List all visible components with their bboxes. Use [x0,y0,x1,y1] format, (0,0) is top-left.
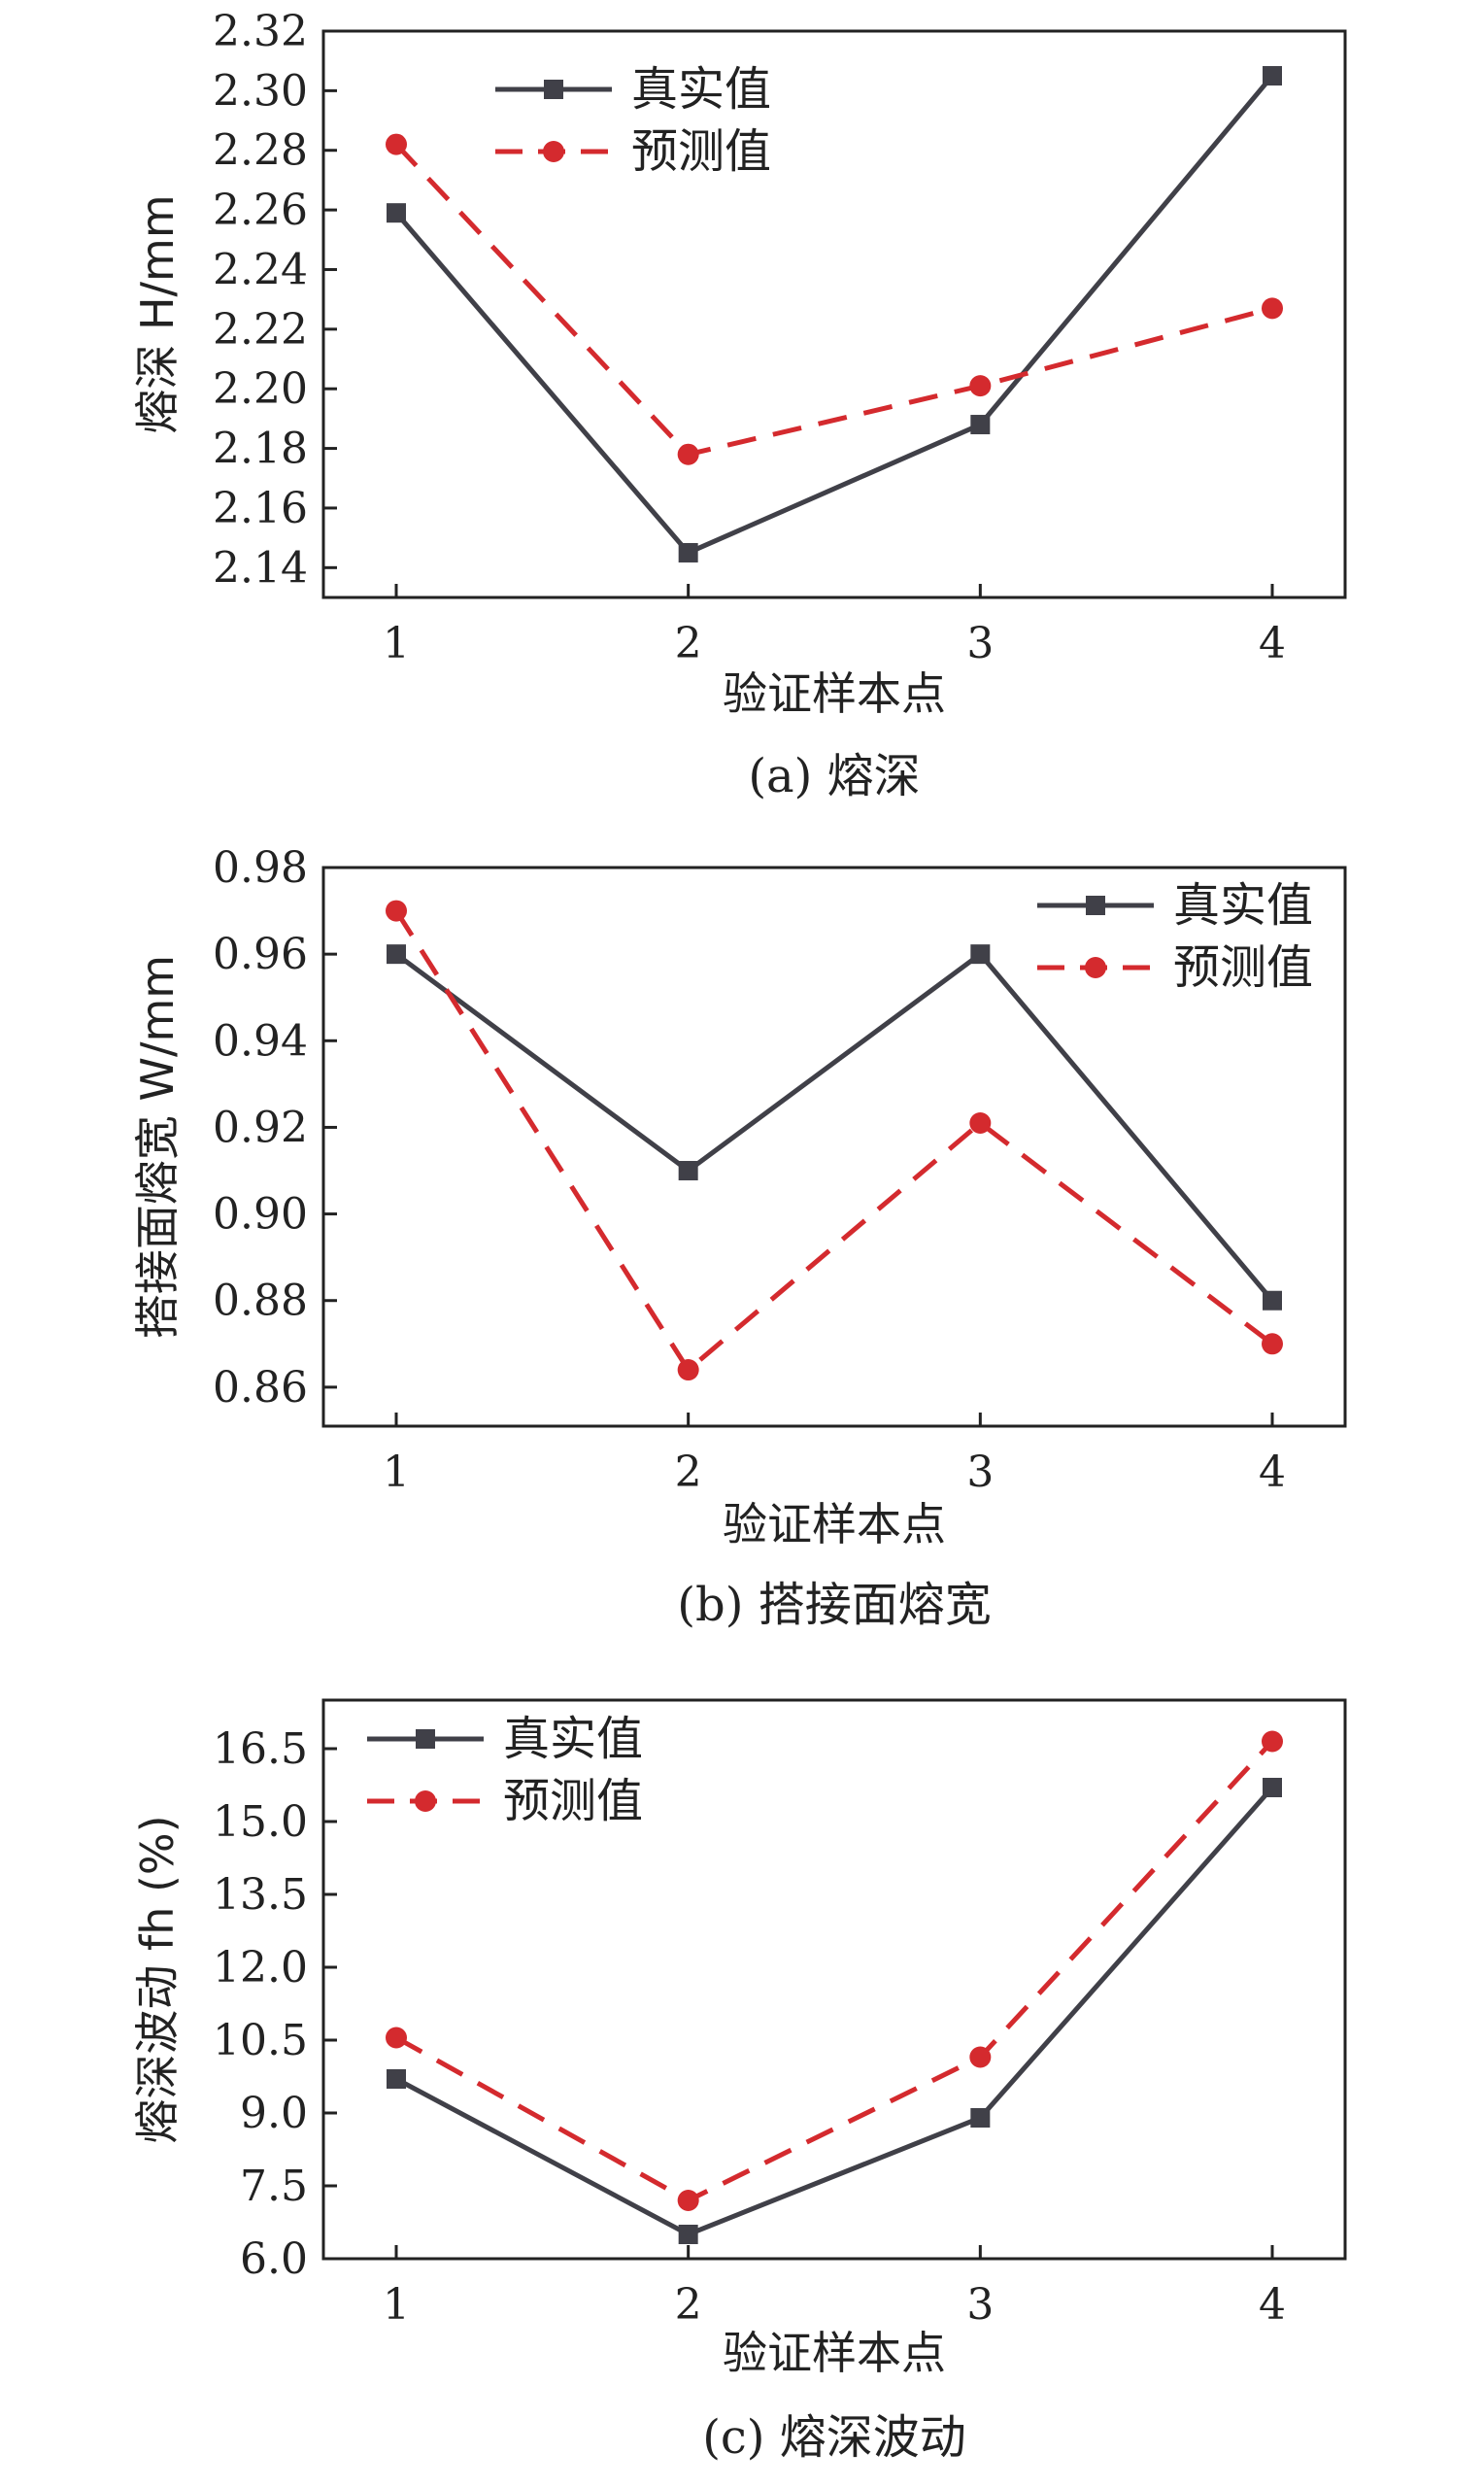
data-point-circle [969,2046,992,2068]
data-point-circle [1262,1333,1283,1355]
y-tick-label: 2.28 [213,126,308,176]
y-axis-title: 搭接面熔宽 W/mm [131,955,184,1339]
chart-panel-2: 0.860.880.900.920.940.960.981 2 3 4真实值预测值搭接… [131,843,1347,1632]
series-line-actual [394,950,1274,1303]
y-tick-label: 15.0 [213,1797,308,1847]
y-tick-label: 2.30 [213,66,308,116]
legend-marker-circle [543,141,564,162]
x-axis-title: 验证样本点 [723,1498,946,1550]
legend-label: 真实值 [503,1712,643,1766]
data-point-square [1263,1290,1282,1311]
y-tick-label: 13.5 [213,1870,308,1920]
y-tick-label: 2.22 [213,305,308,355]
legend-label: 预测值 [1173,940,1313,995]
series-line-actual [394,1786,1274,2237]
x-tick-label: 3 [966,619,994,668]
y-tick-label: 2.20 [213,364,308,414]
x-tick-label: 2 [675,1448,702,1497]
y-tick-label: 0.86 [213,1363,308,1413]
y-tick-label: 7.5 [240,2162,308,2211]
series-line-predicted [394,142,1273,458]
y-axis-title: 熔深 H/mm [131,194,184,433]
y-tick-label: 2.18 [213,425,308,474]
data-point-circle [386,133,407,155]
data-point-circle [386,900,407,922]
data-point-circle [677,443,699,465]
data-point-square [970,944,991,965]
figure-caption: (c) 熔深波动 [702,2410,966,2465]
series-line-predicted [394,1739,1274,2203]
data-point-square [678,1161,698,1181]
y-tick-label: 6.0 [240,2234,308,2284]
data-point-circle [677,2190,699,2211]
legend-marker-square [1086,896,1105,915]
x-tick-label: 4 [1259,1448,1286,1497]
y-tick-label: 12.0 [213,1943,308,1993]
y-tick-label: 0.94 [213,1016,308,1066]
y-axis-title: 熔深波动 fh (%) [131,1815,184,2143]
x-tick-label: 2 [675,2280,702,2330]
y-tick-label: 0.98 [213,843,308,893]
series-line-actual [394,74,1274,557]
x-axis-title: 验证样本点 [723,2327,946,2379]
x-tick-label: 1 [383,2280,410,2330]
y-tick-label: 2.32 [213,7,308,56]
data-point-square [678,542,698,562]
x-tick-label: 4 [1259,2280,1286,2330]
data-point-square [1263,66,1282,86]
y-tick-label: 16.5 [213,1724,308,1774]
legend-label: 预测值 [631,124,771,179]
x-axis-title: 验证样本点 [723,667,946,720]
data-point-square [1263,1778,1282,1797]
y-tick-label: 2.14 [213,543,308,593]
series-line-predicted [393,909,1274,1374]
x-tick-label: 1 [383,619,410,668]
data-point-square [387,203,406,223]
chart-panel-3: 6.0 7.5 9.0 10.5 12.0 13.5 15.0 16.5 1 2 3 4 真实值预测值熔… [131,1698,1347,2465]
y-tick-label: 2.16 [213,484,308,533]
y-tick-label: 2.24 [213,245,308,294]
data-point-square [678,2225,698,2244]
legend-label: 真实值 [1173,878,1313,933]
plot-frame [321,866,1347,1428]
data-point-circle [969,375,992,397]
data-point-circle [386,2027,407,2049]
legend-label: 预测值 [503,1774,643,1828]
legend-marker-square [544,80,563,99]
data-point-circle [969,1111,992,1134]
data-point-circle [1262,1730,1283,1753]
y-tick-label: 0.90 [213,1190,308,1240]
data-point-circle [677,1359,699,1381]
data-point-square [970,2108,991,2128]
figure-caption: (a) 熔深 [748,749,920,803]
plot-frame [321,1698,1347,2261]
data-point-square [387,944,406,965]
x-tick-label: 3 [966,1448,994,1497]
data-point-square [970,415,991,435]
plot-frame [321,29,1347,599]
y-tick-label: 0.92 [213,1103,308,1152]
legend-marker-square [416,1729,435,1749]
x-tick-label: 1 [383,1448,410,1497]
data-point-circle [1262,297,1283,320]
x-tick-label: 2 [675,619,702,668]
data-point-square [387,2069,406,2089]
y-tick-label: 9.0 [240,2089,308,2138]
x-tick-label: 4 [1259,619,1286,668]
legend-label: 真实值 [631,62,771,117]
y-tick-label: 0.88 [213,1277,308,1326]
chart-panel-1: 2.14 2.16 2.18 2.20 2.22 2.24 2.26 2.28 2.30 2.32… [131,7,1347,803]
y-tick-label: 10.5 [213,2016,308,2065]
y-tick-label: 2.26 [213,186,308,235]
x-tick-label: 3 [966,2280,994,2330]
figure-caption: (b) 搭接面熔宽 [677,1578,991,1632]
legend-marker-circle [1085,957,1106,978]
legend-marker-circle [415,1790,436,1812]
y-tick-label: 0.96 [213,930,308,979]
